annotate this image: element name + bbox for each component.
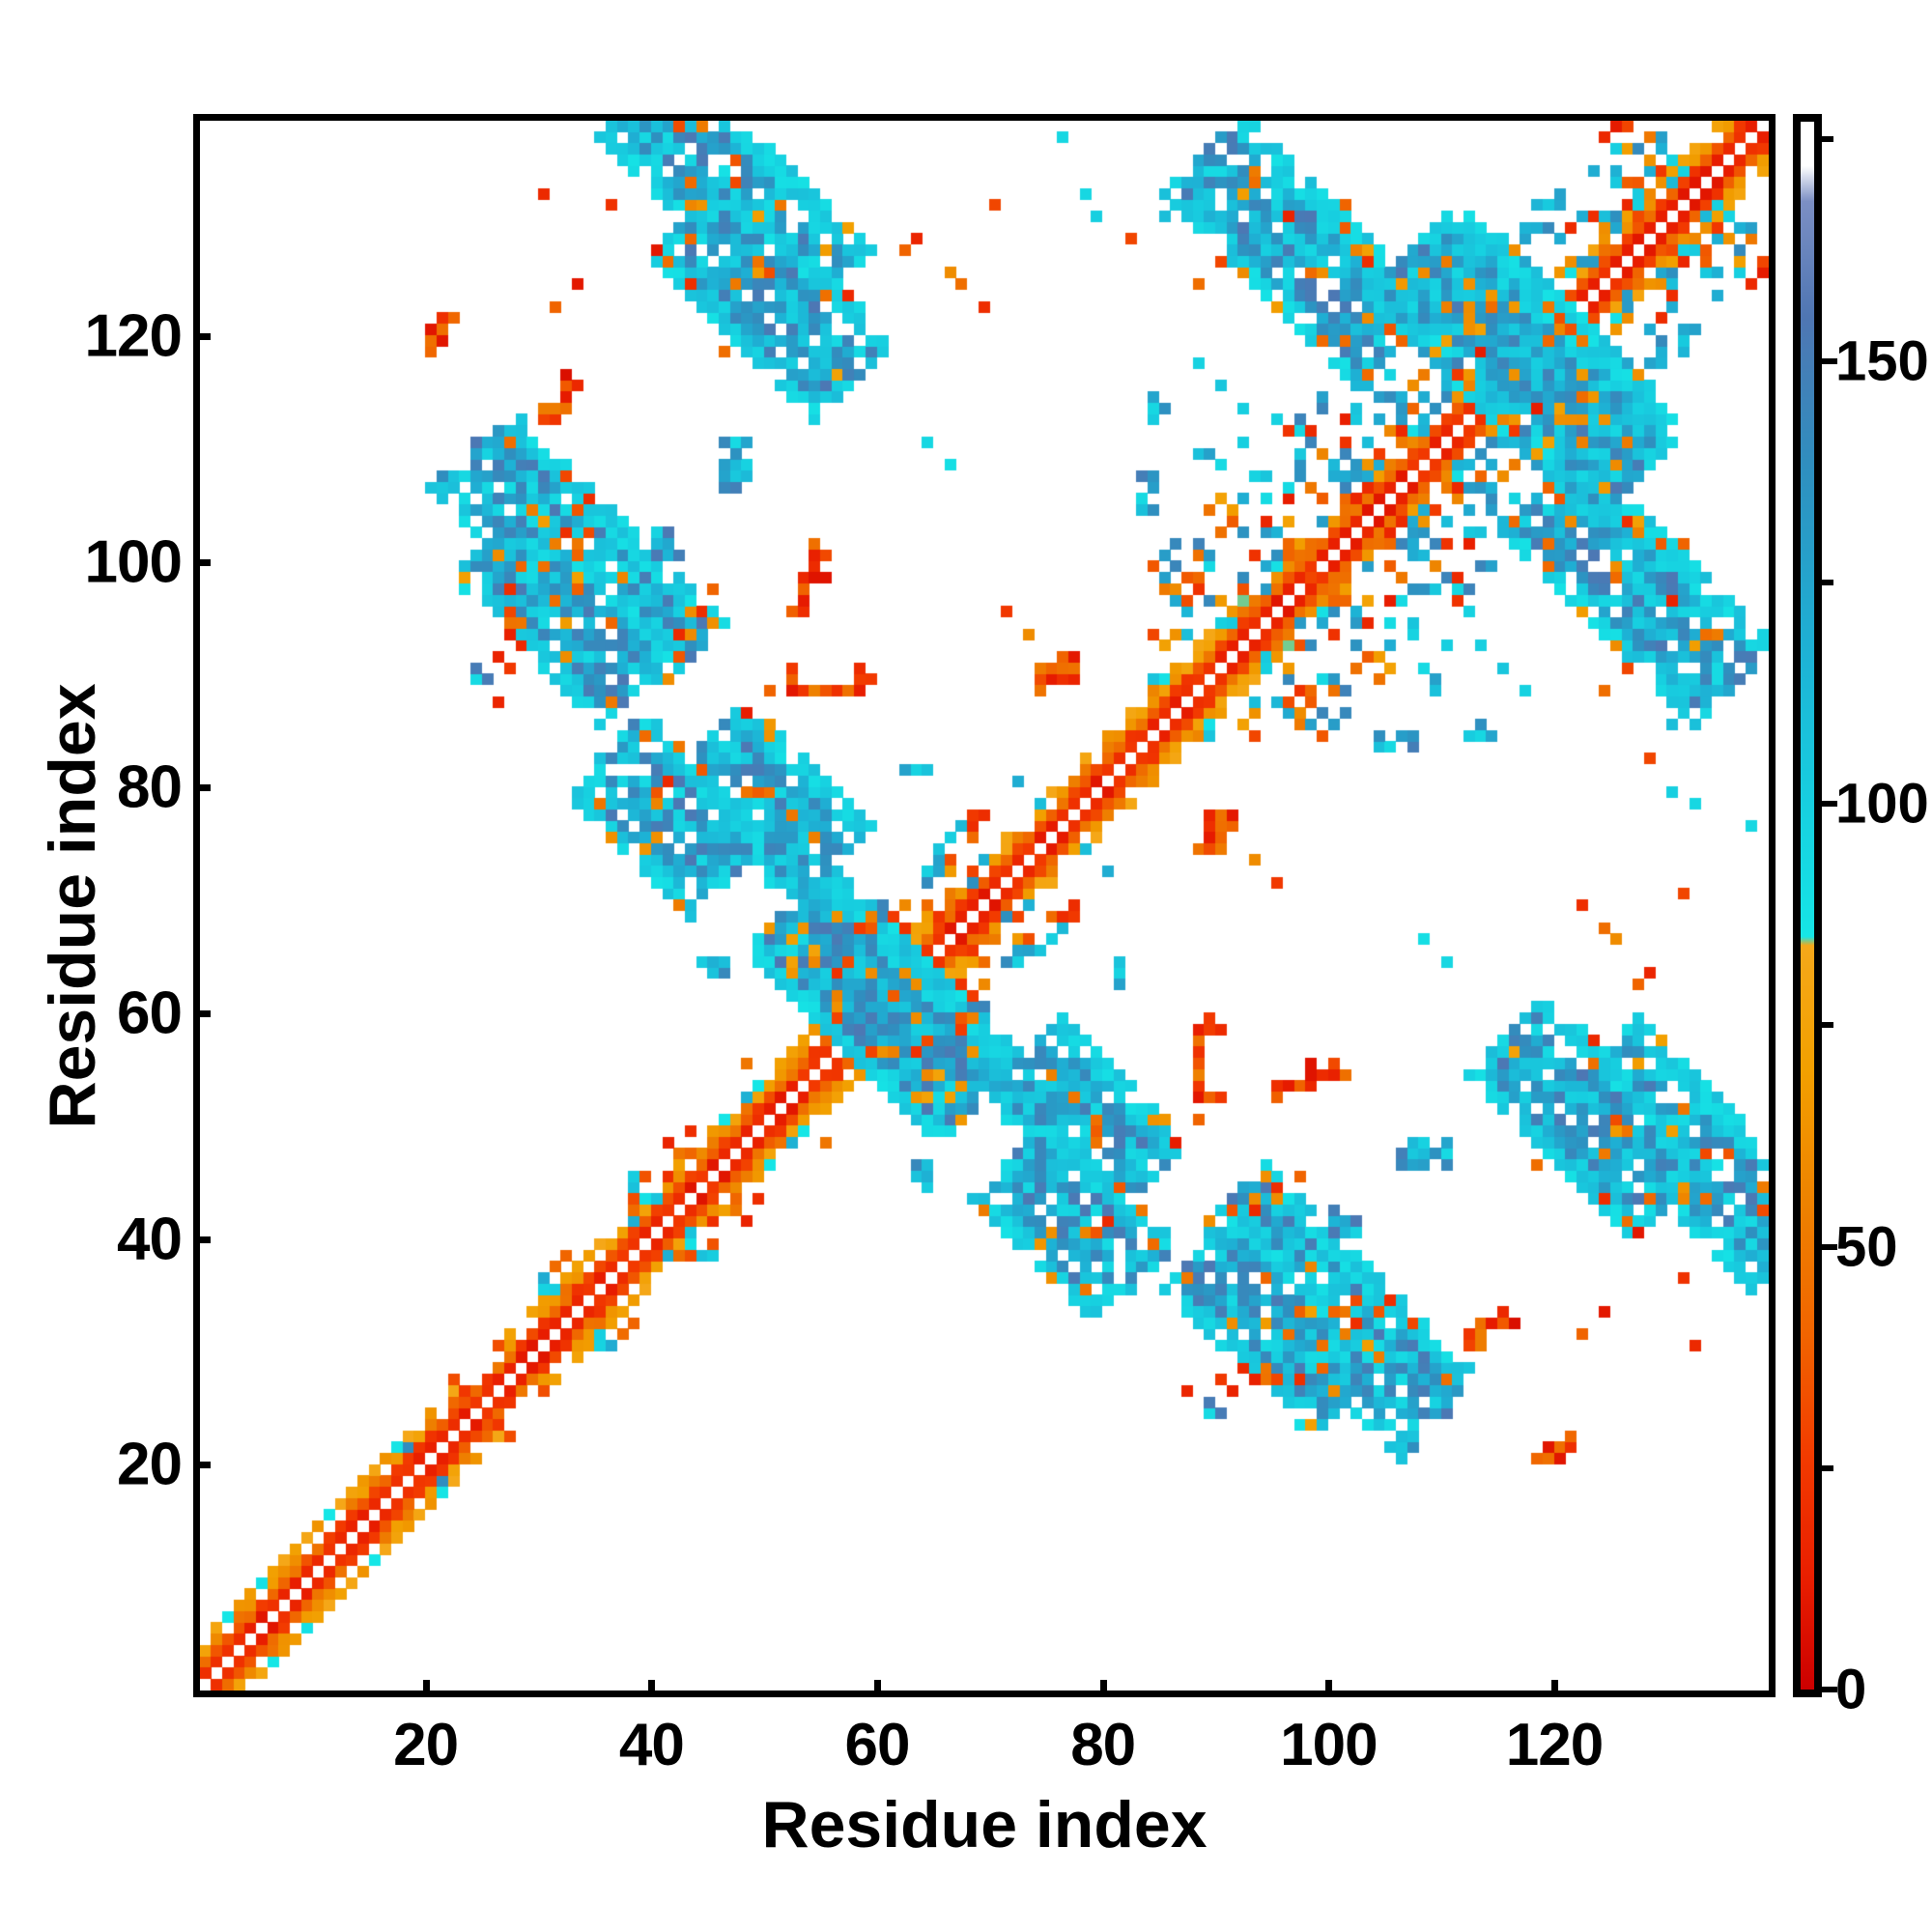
y-tick-label-120: 120 <box>84 302 183 370</box>
colorbar-tick-50 <box>1822 1243 1837 1250</box>
x-tick-label-60: 60 <box>844 1712 911 1778</box>
x-tick-label-20: 20 <box>393 1712 459 1778</box>
x-tick-20 <box>422 1680 430 1697</box>
x-tick-label-100: 100 <box>1280 1712 1378 1778</box>
x-tick-120 <box>1551 1680 1558 1697</box>
y-tick-label-80: 80 <box>117 753 183 821</box>
contact-map-plot <box>193 114 1776 1697</box>
colorbar-minor-tick-125 <box>1822 579 1833 585</box>
colorbar-minor-tick-75 <box>1822 1022 1833 1029</box>
x-tick-label-40: 40 <box>618 1712 685 1778</box>
x-tick-label-80: 80 <box>1070 1712 1136 1778</box>
x-tick-80 <box>1099 1680 1107 1697</box>
colorbar-gradient <box>1801 122 1814 1690</box>
colorbar-label-100: 100 <box>1835 772 1929 836</box>
y-tick-label-20: 20 <box>117 1431 183 1498</box>
colorbar <box>1793 114 1822 1697</box>
x-tick-label-120: 120 <box>1505 1712 1604 1778</box>
y-tick-120 <box>193 332 211 340</box>
colorbar-label-150: 150 <box>1835 329 1929 393</box>
x-axis-title: Residue index <box>761 1788 1208 1861</box>
y-tick-20 <box>193 1462 211 1469</box>
colorbar-tick-0 <box>1822 1687 1837 1692</box>
colorbar-label-50: 50 <box>1835 1215 1898 1279</box>
colorbar-minor-tick-25 <box>1822 1464 1833 1471</box>
y-tick-40 <box>193 1236 211 1243</box>
y-tick-label-60: 60 <box>117 980 183 1047</box>
y-tick-label-40: 40 <box>117 1206 183 1273</box>
colorbar-tick-150 <box>1822 357 1837 364</box>
y-tick-80 <box>193 784 211 792</box>
y-axis-title: Residue index <box>36 683 109 1129</box>
colorbar-label-0: 0 <box>1835 1658 1867 1721</box>
colorbar-tick-100 <box>1822 801 1837 808</box>
y-tick-label-100: 100 <box>84 528 183 596</box>
colorbar-minor-tick-175 <box>1822 136 1833 143</box>
x-tick-60 <box>874 1680 881 1697</box>
y-tick-60 <box>193 1009 211 1017</box>
x-tick-40 <box>648 1680 656 1697</box>
y-tick-100 <box>193 558 211 566</box>
heatmap-canvas <box>200 121 1769 1690</box>
x-tick-100 <box>1325 1680 1333 1697</box>
